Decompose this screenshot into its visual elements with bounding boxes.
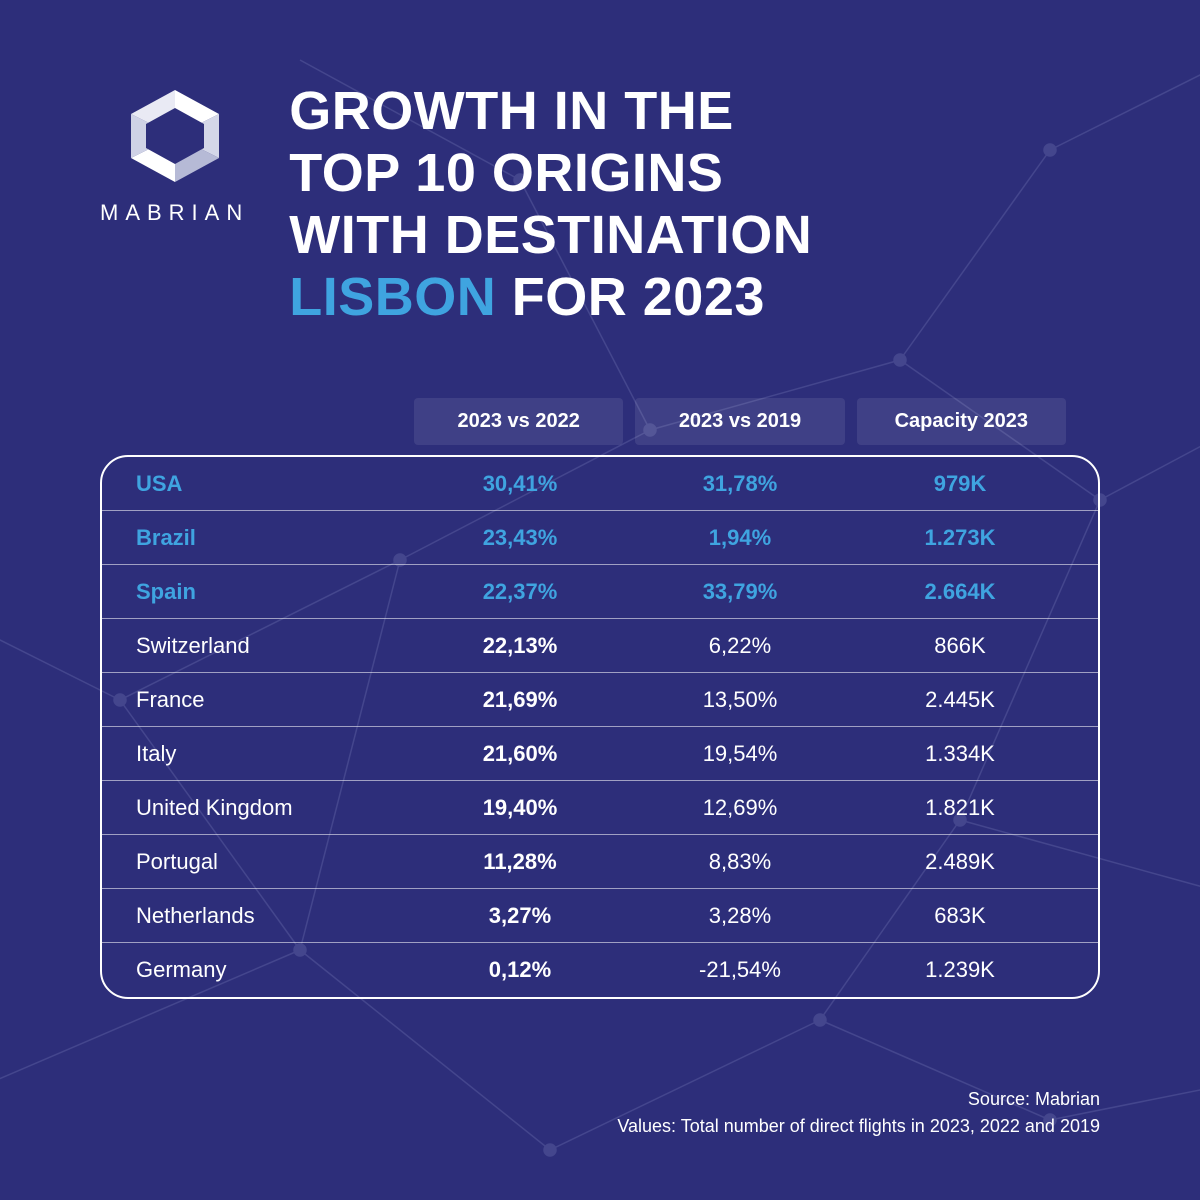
table-row: Netherlands3,27%3,28%683K xyxy=(102,889,1098,943)
title-accent: LISBON xyxy=(289,267,496,327)
title-line-1: GROWTH IN THE xyxy=(289,81,733,141)
cell-country: Switzerland xyxy=(130,633,410,659)
cell-country: USA xyxy=(130,471,410,497)
table-row: France21,69%13,50%2.445K xyxy=(102,673,1098,727)
title-line-2: TOP 10 ORIGINS xyxy=(289,143,723,203)
footer-values: Values: Total number of direct flights i… xyxy=(617,1113,1100,1140)
cell-capacity-2023: 683K xyxy=(850,903,1070,929)
table-row: Germany0,12%-21,54%1.239K xyxy=(102,943,1098,997)
cell-2023-vs-2019: 8,83% xyxy=(630,849,850,875)
cell-capacity-2023: 2.489K xyxy=(850,849,1070,875)
brand-logo: MABRIAN xyxy=(100,80,249,226)
header: MABRIAN GROWTH IN THE TOP 10 ORIGINS WIT… xyxy=(100,80,1100,328)
cell-country: Netherlands xyxy=(130,903,410,929)
table-row: Italy21,60%19,54%1.334K xyxy=(102,727,1098,781)
hexagon-icon xyxy=(120,86,230,186)
cell-country: United Kingdom xyxy=(130,795,410,821)
cell-capacity-2023: 1.239K xyxy=(850,957,1070,983)
table-row: Brazil23,43%1,94%1.273K xyxy=(102,511,1098,565)
table-header-empty xyxy=(134,398,402,445)
cell-2023-vs-2022: 23,43% xyxy=(410,525,630,551)
cell-capacity-2023: 2.445K xyxy=(850,687,1070,713)
table-header-row: 2023 vs 2022 2023 vs 2019 Capacity 2023 xyxy=(100,398,1100,445)
cell-capacity-2023: 1.821K xyxy=(850,795,1070,821)
cell-2023-vs-2022: 22,13% xyxy=(410,633,630,659)
table-row: United Kingdom19,40%12,69%1.821K xyxy=(102,781,1098,835)
title-line-4-tail: FOR 2023 xyxy=(496,267,765,327)
table-row: USA30,41%31,78%979K xyxy=(102,457,1098,511)
cell-2023-vs-2019: -21,54% xyxy=(630,957,850,983)
table-row: Portugal11,28%8,83%2.489K xyxy=(102,835,1098,889)
brand-name: MABRIAN xyxy=(100,200,249,226)
cell-capacity-2023: 979K xyxy=(850,471,1070,497)
cell-country: Brazil xyxy=(130,525,410,551)
cell-country: Germany xyxy=(130,957,410,983)
cell-2023-vs-2022: 21,69% xyxy=(410,687,630,713)
page-title: GROWTH IN THE TOP 10 ORIGINS WITH DESTIN… xyxy=(289,80,812,328)
cell-capacity-2023: 866K xyxy=(850,633,1070,659)
cell-country: Spain xyxy=(130,579,410,605)
cell-2023-vs-2019: 19,54% xyxy=(630,741,850,767)
title-line-3: WITH DESTINATION xyxy=(289,205,812,265)
cell-2023-vs-2019: 13,50% xyxy=(630,687,850,713)
footer-source: Source: Mabrian xyxy=(617,1086,1100,1113)
cell-2023-vs-2022: 21,60% xyxy=(410,741,630,767)
cell-capacity-2023: 1.334K xyxy=(850,741,1070,767)
cell-2023-vs-2019: 31,78% xyxy=(630,471,850,497)
cell-2023-vs-2022: 3,27% xyxy=(410,903,630,929)
cell-2023-vs-2022: 11,28% xyxy=(410,849,630,875)
cell-2023-vs-2019: 1,94% xyxy=(630,525,850,551)
table-row: Switzerland22,13%6,22%866K xyxy=(102,619,1098,673)
cell-2023-vs-2019: 12,69% xyxy=(630,795,850,821)
cell-2023-vs-2019: 33,79% xyxy=(630,579,850,605)
footer-credits: Source: Mabrian Values: Total number of … xyxy=(617,1086,1100,1140)
cell-country: Portugal xyxy=(130,849,410,875)
cell-2023-vs-2022: 22,37% xyxy=(410,579,630,605)
origins-table: 2023 vs 2022 2023 vs 2019 Capacity 2023 … xyxy=(100,398,1100,999)
cell-2023-vs-2022: 19,40% xyxy=(410,795,630,821)
cell-2023-vs-2022: 0,12% xyxy=(410,957,630,983)
table-header-col2: 2023 vs 2019 xyxy=(635,398,844,445)
cell-capacity-2023: 1.273K xyxy=(850,525,1070,551)
cell-2023-vs-2019: 3,28% xyxy=(630,903,850,929)
table-header-col3: Capacity 2023 xyxy=(857,398,1066,445)
cell-capacity-2023: 2.664K xyxy=(850,579,1070,605)
cell-2023-vs-2022: 30,41% xyxy=(410,471,630,497)
cell-country: France xyxy=(130,687,410,713)
table-header-col1: 2023 vs 2022 xyxy=(414,398,623,445)
cell-2023-vs-2019: 6,22% xyxy=(630,633,850,659)
table-body: USA30,41%31,78%979KBrazil23,43%1,94%1.27… xyxy=(100,455,1100,999)
table-row: Spain22,37%33,79%2.664K xyxy=(102,565,1098,619)
cell-country: Italy xyxy=(130,741,410,767)
